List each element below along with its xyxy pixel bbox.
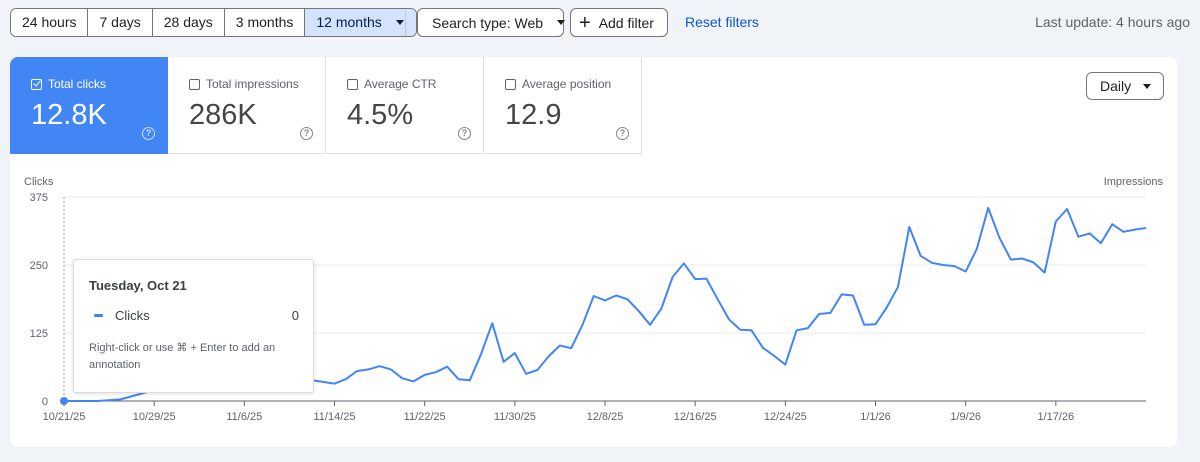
x-tick-label: 11/22/25 [404, 411, 446, 423]
caret-down-icon [557, 20, 566, 25]
metric-total-impressions[interactable]: Total impressions 286K ? [168, 57, 326, 154]
x-tick-label: 10/21/25 [43, 411, 86, 423]
clicks-series-line [64, 206, 1147, 402]
metric-total-clicks[interactable]: Total clicks 12.8K ? [10, 57, 168, 154]
tooltip-annotation-hint: Right-click or use ⌘ + Enter to add an a… [89, 342, 276, 371]
help-icon[interactable]: ? [616, 127, 629, 140]
x-tick-label: 11/30/25 [494, 411, 536, 423]
range-12-months-label: 12 months [316, 14, 382, 30]
range-24-hours-button[interactable]: 24 hours [11, 9, 89, 36]
checkbox-icon[interactable] [505, 78, 516, 90]
clicks-line-chart[interactable]: 0 125 250 375 10/21/25 10/29/25 11/6/25 11/14/2… [10, 57, 1177, 447]
y-tick-label: 250 [30, 260, 48, 272]
checkbox-icon[interactable] [347, 78, 358, 90]
metric-value: 12.8K [31, 99, 107, 131]
tooltip-date: Tuesday, Oct 21 [89, 278, 187, 293]
metric-average-position[interactable]: Average position 12.9 ? [484, 57, 642, 154]
help-icon[interactable]: ? [300, 127, 313, 140]
reset-filters-link[interactable]: Reset filters [685, 14, 759, 30]
metric-value: 12.9 [505, 99, 562, 131]
caret-down-icon [1143, 83, 1152, 89]
granularity-dropdown[interactable]: Daily [1086, 72, 1164, 100]
range-3-months-button[interactable]: 3 months [224, 9, 306, 36]
metric-header: Total impressions [189, 77, 299, 91]
add-filter-label: Add filter [598, 14, 654, 31]
x-tick-label: 10/29/25 [133, 411, 176, 423]
x-tick-label: 1/9/26 [950, 411, 981, 423]
x-tick-label: 1/1/26 [860, 411, 891, 423]
y-tick-label: 125 [30, 328, 48, 340]
x-tick-label: 1/17/26 [1037, 411, 1074, 423]
metric-tabs: Total clicks 12.8K ? Total impressions 2… [10, 57, 642, 154]
metric-header: Average position [505, 77, 611, 91]
x-tick-label: 12/16/25 [674, 411, 717, 423]
metric-label: Total clicks [48, 77, 107, 91]
range-28-days-button[interactable]: 28 days [152, 9, 225, 36]
last-update-text: Last update: 4 hours ago [1035, 14, 1190, 30]
x-tick-label: 11/14/25 [313, 411, 355, 423]
y-axis-title-clicks: Clicks [24, 176, 54, 188]
performance-card: Total clicks 12.8K ? Total impressions 2… [10, 57, 1177, 447]
chart-tooltip: Tuesday, Oct 21 Clicks 0 Right-click or … [73, 259, 314, 393]
metric-value: 286K [189, 99, 257, 131]
checkbox-icon[interactable] [189, 78, 200, 90]
tooltip-series-value: 0 [291, 308, 299, 323]
x-tick-label: 12/24/25 [764, 411, 807, 423]
granularity-label: Daily [1100, 78, 1132, 94]
hover-point [60, 397, 68, 405]
y-axis-title-impressions: Impressions [1103, 176, 1163, 188]
checkbox-checked-icon[interactable] [31, 78, 42, 90]
metric-header: Average CTR [347, 77, 436, 91]
tooltip-series-name: Clicks [115, 308, 150, 323]
date-range-selector: 24 hours 7 days 28 days 3 months 12 mont… [10, 8, 417, 37]
y-tick-label: 0 [42, 396, 48, 408]
metric-label: Total impressions [206, 77, 299, 91]
caret-down-icon [395, 20, 404, 25]
add-filter-button[interactable]: + Add filter [570, 8, 668, 37]
metric-label: Average CTR [364, 77, 437, 91]
metric-label: Average position [522, 77, 612, 91]
plus-icon: + [579, 11, 591, 34]
help-icon[interactable]: ? [142, 127, 155, 140]
toolbar: 24 hours 7 days 28 days 3 months 12 mont… [10, 8, 1190, 38]
y-tick-label: 375 [30, 192, 48, 204]
range-7-days-button[interactable]: 7 days [88, 9, 153, 36]
range-12-months-button[interactable]: 12 months [305, 9, 416, 36]
metric-value: 4.5% [347, 99, 414, 131]
x-tick-label: 11/6/25 [226, 411, 262, 423]
help-icon[interactable]: ? [458, 127, 471, 140]
search-type-label: Search type: Web [432, 14, 544, 31]
toolbar-divider [405, 10, 406, 36]
search-type-dropdown[interactable]: Search type: Web [417, 8, 566, 37]
x-tick-label: 12/8/25 [587, 411, 624, 423]
metric-header: Total clicks [31, 77, 106, 91]
metric-average-ctr[interactable]: Average CTR 4.5% ? [326, 57, 484, 154]
series-legend-dash-icon [94, 314, 103, 317]
